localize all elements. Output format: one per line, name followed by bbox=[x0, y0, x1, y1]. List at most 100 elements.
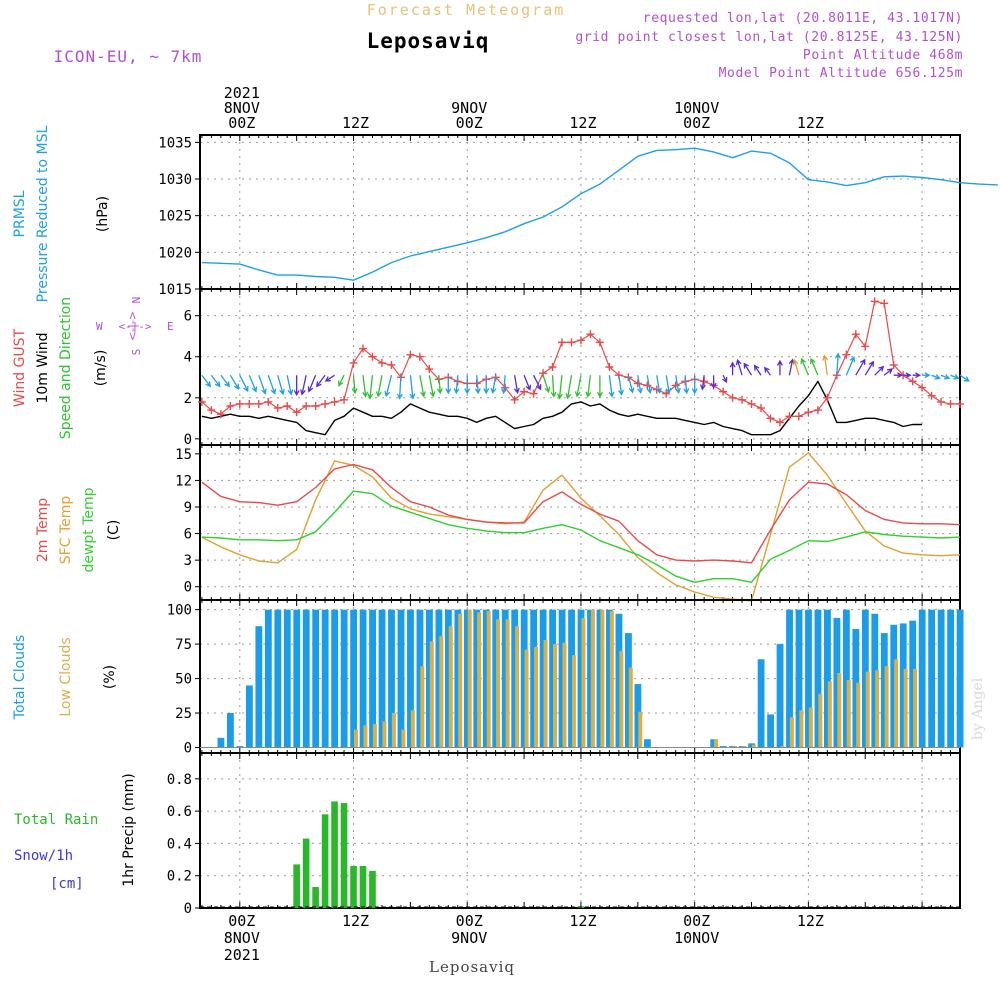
wind-direction-arrow bbox=[453, 375, 460, 395]
low-cloud-bar bbox=[714, 739, 719, 748]
low-cloud-bar bbox=[410, 710, 415, 748]
wind-direction-arrow bbox=[721, 374, 728, 384]
y-tick-label: 6 bbox=[184, 309, 192, 325]
top-time-label: 10NOV bbox=[674, 99, 719, 117]
gust-marker bbox=[823, 393, 832, 402]
wind-direction-arrow bbox=[950, 374, 960, 380]
wind-direction-arrow bbox=[523, 374, 532, 391]
wind-direction-arrow bbox=[315, 374, 326, 388]
total-cloud-bar bbox=[482, 609, 490, 748]
panel-wind: 0 2 4 6 bbox=[184, 288, 970, 448]
gust-marker bbox=[254, 399, 263, 408]
temp2m-label: 2m Temp bbox=[35, 498, 51, 562]
precip-bar bbox=[302, 838, 310, 908]
gust-marker bbox=[794, 412, 803, 421]
total-cloud-bar bbox=[293, 609, 301, 748]
total-cloud-bar bbox=[549, 609, 557, 748]
top-time-label: 9NOV bbox=[451, 99, 487, 117]
wind-direction-arrow bbox=[800, 357, 809, 376]
total-cloud-bar bbox=[501, 609, 509, 748]
total-cloud-bar bbox=[625, 633, 632, 748]
wind-direction-arrow bbox=[931, 374, 941, 380]
y-tick-label: 100 bbox=[167, 603, 192, 619]
low-cloud-bar bbox=[638, 711, 643, 748]
low-cloud-bar bbox=[496, 619, 501, 748]
panel-frame bbox=[199, 288, 961, 446]
bottom-time-label: 12Z bbox=[797, 912, 824, 930]
wind-direction-arrow bbox=[874, 365, 885, 376]
gust-marker bbox=[529, 389, 538, 398]
top-time-label: 12Z bbox=[569, 114, 596, 132]
total-cloud-bar bbox=[492, 609, 500, 748]
pressure-line bbox=[201, 147, 998, 281]
total-cloud-bar bbox=[378, 609, 386, 748]
gust-marker bbox=[368, 352, 377, 361]
gust-marker bbox=[662, 389, 671, 398]
total-cloud-bar bbox=[227, 713, 234, 748]
precip-bar bbox=[359, 866, 367, 908]
wind-direction-arrow bbox=[753, 364, 762, 376]
low-cloud-bar bbox=[780, 746, 785, 748]
model-point-altitude: Model Point Altitude 656.125m bbox=[719, 66, 963, 81]
wind-direction-arrow bbox=[743, 362, 753, 376]
total-cloud-bar bbox=[283, 609, 291, 748]
total-cloud-bar bbox=[634, 684, 642, 748]
gust-marker bbox=[870, 297, 879, 306]
panel-precip: 0 0.2 0.4 0.6 0.8 bbox=[167, 752, 961, 917]
total-cloud-bar bbox=[786, 609, 793, 748]
low-cloud-bar bbox=[856, 682, 861, 748]
total-cloud-bar bbox=[217, 737, 225, 748]
total-cloud-bar bbox=[397, 609, 405, 748]
wind-direction-arrow bbox=[675, 375, 681, 394]
gust-marker bbox=[557, 338, 566, 347]
low-cloud-bar bbox=[505, 619, 510, 748]
bottom-time-label: 8NOV bbox=[224, 929, 260, 947]
total-cloud-bar bbox=[568, 609, 575, 748]
wind-direction-arrow bbox=[845, 356, 856, 376]
wind-direction-arrow bbox=[248, 374, 258, 393]
low-cloud-bar bbox=[581, 617, 586, 748]
wind-direction-arrow bbox=[532, 374, 542, 391]
low-cloud-bar bbox=[467, 609, 472, 748]
wind-direction-arrow bbox=[912, 372, 922, 379]
wind-direction-arrow bbox=[637, 375, 643, 394]
pressure-unit: (hPa) bbox=[95, 196, 111, 232]
low-cloud-bar bbox=[600, 609, 605, 748]
gust-marker bbox=[226, 402, 235, 410]
total-cloud-bar bbox=[454, 609, 462, 748]
gust-marker bbox=[330, 397, 339, 406]
bottom-time-label: 00Z bbox=[228, 912, 255, 930]
gust-marker bbox=[321, 399, 330, 408]
gust-marker bbox=[548, 363, 557, 371]
wind-direction-arrow bbox=[436, 375, 443, 395]
gust-marker bbox=[804, 408, 813, 417]
wind-direction-arrow bbox=[293, 375, 300, 397]
total-cloud-bar bbox=[416, 609, 424, 748]
wind-direction-arrow bbox=[574, 375, 582, 398]
wind-direction-arrow bbox=[550, 375, 557, 398]
low-cloud-bar bbox=[448, 626, 453, 748]
total-cloud-bar bbox=[444, 609, 452, 748]
low-cloud-bar bbox=[808, 707, 813, 748]
total-cloud-bar bbox=[776, 644, 784, 748]
temp-unit: (C) bbox=[106, 520, 122, 541]
wind-direction-arrow bbox=[464, 375, 471, 395]
total-cloud-bar bbox=[814, 609, 822, 748]
total-cloud-bar bbox=[340, 609, 348, 748]
total-cloud-bar bbox=[473, 609, 481, 748]
low-cloud-bar bbox=[742, 746, 747, 748]
gust-marker bbox=[633, 379, 642, 388]
total-cloud-bar bbox=[312, 609, 320, 748]
total-cloud-bar bbox=[833, 617, 841, 748]
gust-marker bbox=[292, 408, 301, 417]
total-cloud-bar bbox=[738, 746, 746, 748]
total-cloud-bar bbox=[928, 609, 936, 748]
wind-direction-arrow bbox=[483, 375, 490, 395]
low-cloud-bar bbox=[363, 725, 368, 748]
y-tick-label: 3 bbox=[184, 553, 192, 569]
low-cloud-bar bbox=[865, 671, 870, 748]
wind-direction-arrow bbox=[445, 375, 452, 395]
